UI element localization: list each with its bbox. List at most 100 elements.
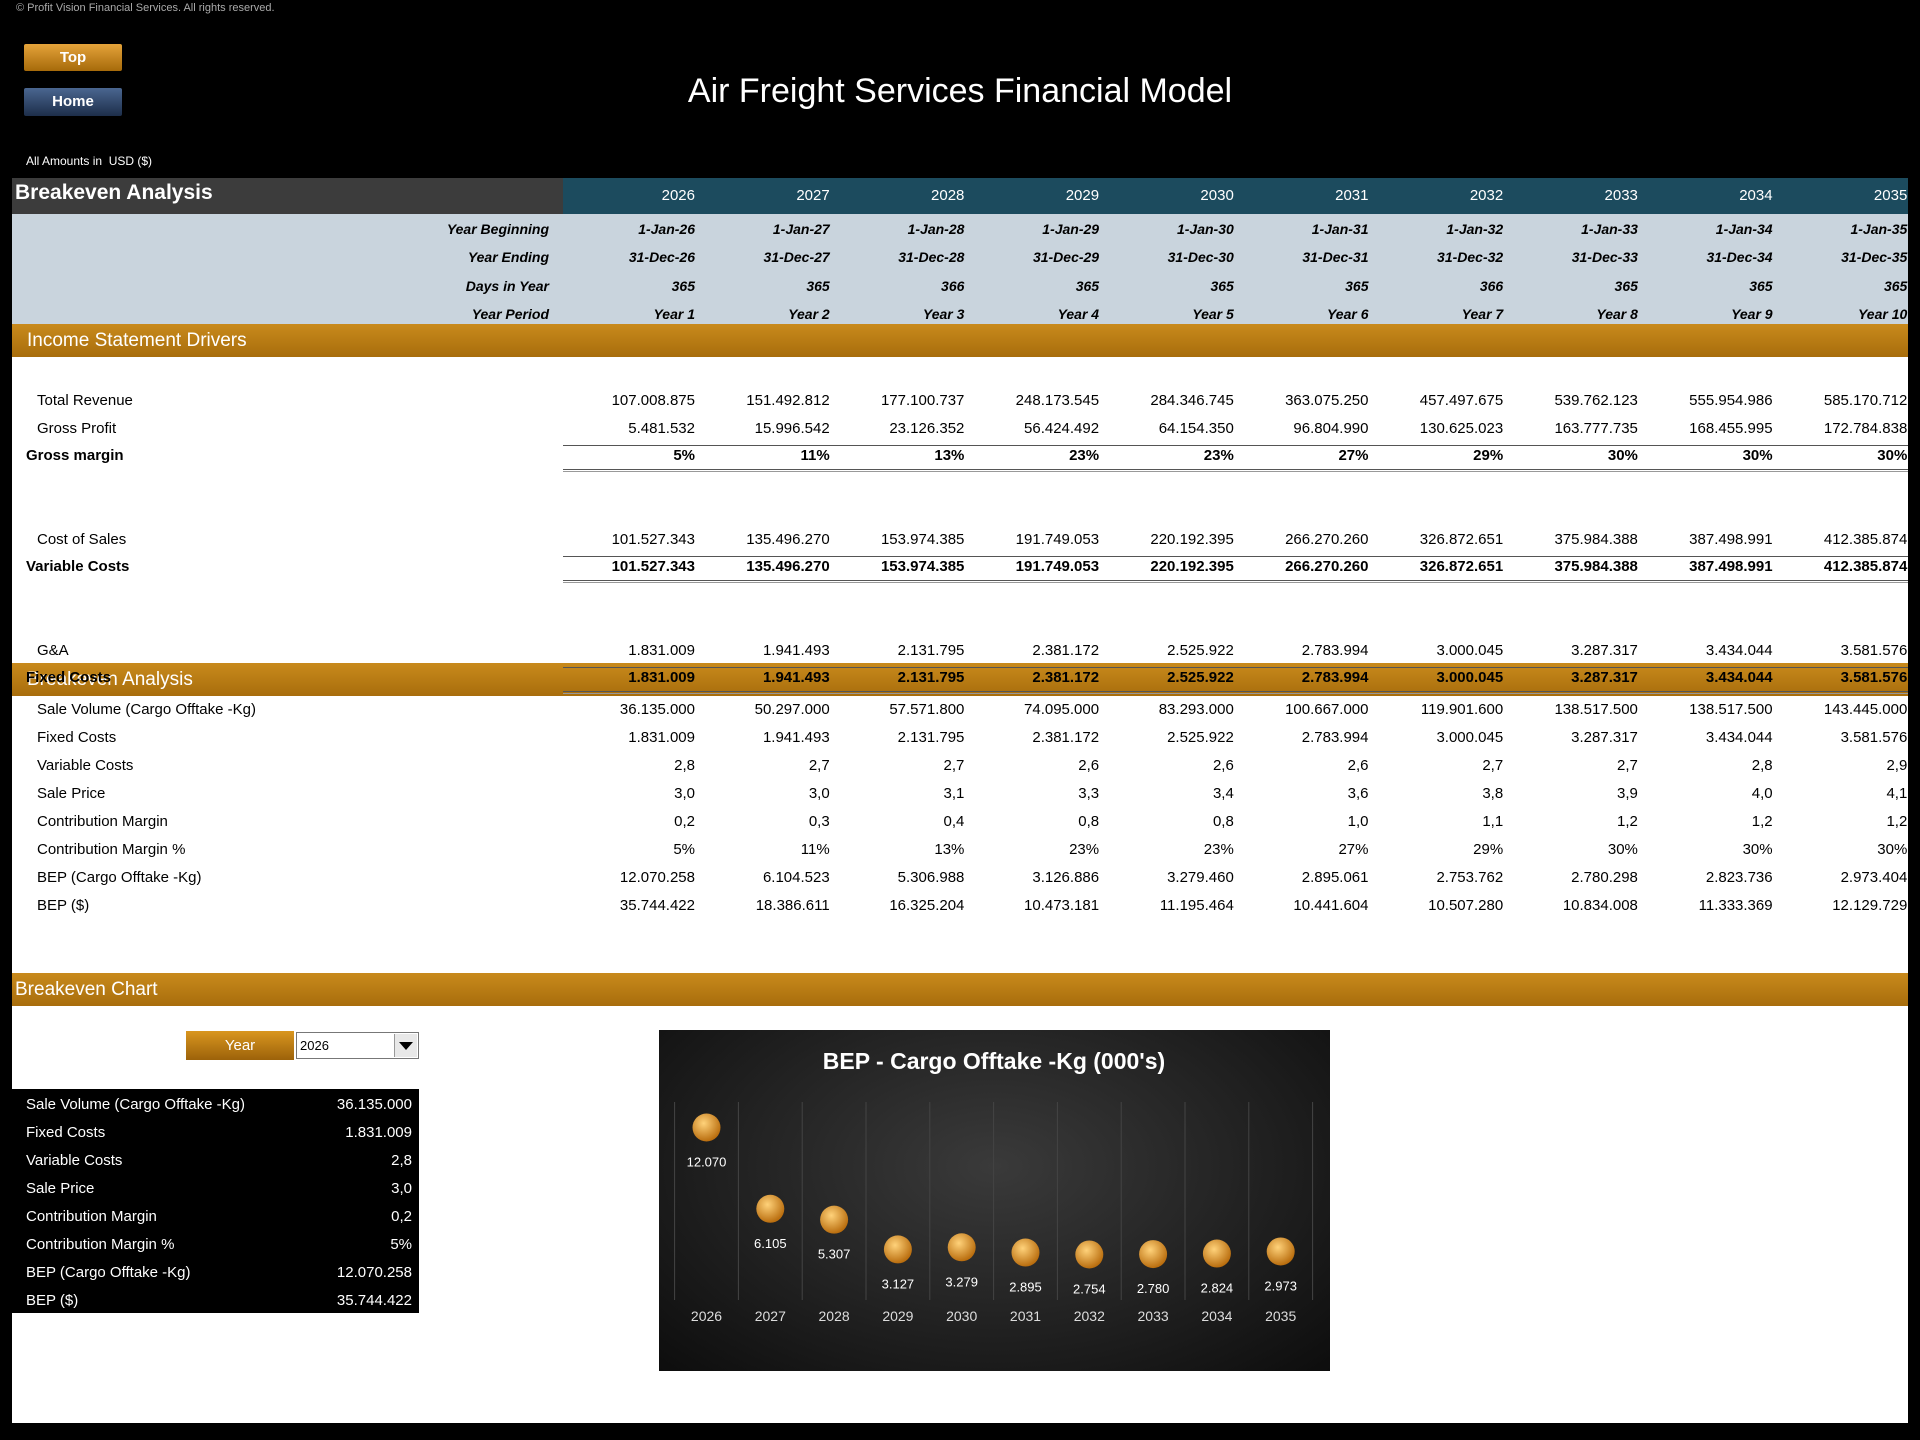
data-label: 5.307 — [818, 1247, 851, 1262]
row-value: 30% — [1877, 841, 1908, 858]
total-value: 30% — [1742, 447, 1773, 464]
row-value: 27% — [1338, 841, 1369, 858]
home-button[interactable]: Home — [24, 88, 122, 116]
total-value: 2.131.795 — [897, 669, 965, 686]
x-tick-label: 2032 — [1074, 1308, 1105, 1324]
row-value: 2.895.061 — [1301, 869, 1369, 886]
row-value: 96.804.990 — [1293, 419, 1369, 437]
period-value: 365 — [1345, 277, 1369, 294]
row-value: 2.753.762 — [1436, 869, 1504, 886]
section-title: Breakeven Analysis — [27, 669, 193, 690]
top-button[interactable]: Top — [24, 44, 122, 71]
row-value: 2,7 — [808, 757, 830, 774]
chart: BEP - Cargo Offtake -Kg (000's) 2026 12.07… — [674, 1048, 1314, 1324]
row-value: 2.131.795 — [897, 729, 965, 746]
year-header: 2030 — [1200, 187, 1234, 204]
period-value: 1-Jan-31 — [1311, 221, 1369, 237]
total-value: 3.287.317 — [1571, 669, 1638, 686]
section-bar — [12, 973, 1908, 1006]
row-value: 2,8 — [674, 757, 695, 774]
row-value: 10.834.008 — [1562, 897, 1638, 914]
total-value: 27% — [1338, 447, 1369, 464]
total-label: Fixed Costs — [26, 669, 112, 686]
total-value: 3.434.044 — [1705, 669, 1773, 686]
period-value: Year 7 — [1461, 305, 1504, 322]
period-value: 31-Dec-34 — [1706, 249, 1773, 266]
period-value: Year 4 — [1057, 305, 1100, 322]
total-value: 13% — [934, 447, 965, 464]
chart-title: BEP - Cargo Offtake -Kg (000's) — [823, 1048, 1165, 1074]
row-value: 23.126.352 — [889, 419, 965, 437]
year-button[interactable]: Year — [186, 1031, 294, 1060]
row-value: 2.381.172 — [1032, 641, 1100, 659]
row-value: 74.095.000 — [1024, 701, 1100, 718]
dot — [756, 1194, 785, 1223]
total-value: 266.270.260 — [1285, 558, 1369, 575]
row-value: 12.070.258 — [619, 869, 695, 886]
period-value: 365 — [1883, 277, 1908, 294]
summary-label: Fixed Costs — [26, 1124, 106, 1141]
period-value: 1-Jan-35 — [1850, 221, 1908, 237]
header-title: Breakeven Analysis — [15, 181, 213, 204]
row-value: 143.445.000 — [1823, 701, 1908, 718]
period-value: 31-Dec-33 — [1571, 249, 1638, 266]
period-label: Year Period — [471, 305, 549, 322]
row-value: 36.135.000 — [619, 701, 695, 718]
summary-label: BEP (Cargo Offtake -Kg) — [26, 1264, 191, 1281]
row-value: 412.385.874 — [1823, 530, 1908, 548]
total-value: 101.527.343 — [611, 558, 695, 575]
row-value: 11.333.369 — [1698, 897, 1773, 914]
year-header: 2033 — [1604, 187, 1638, 204]
period-value: 31-Dec-29 — [1032, 249, 1100, 266]
row-value: 1,0 — [1347, 813, 1369, 830]
data-label: 2.754 — [1073, 1281, 1106, 1296]
total-value: 1.831.009 — [628, 669, 695, 686]
summary-label: Contribution Margin — [26, 1208, 157, 1225]
total-value: 23% — [1203, 447, 1234, 464]
row-value: 0,4 — [943, 813, 965, 830]
period-value: 1-Jan-33 — [1581, 221, 1638, 237]
row-value: 23% — [1069, 841, 1100, 858]
row-value: 163.777.735 — [1554, 419, 1638, 437]
period-label: Days in Year — [465, 277, 549, 294]
row-value: 2,6 — [1347, 757, 1369, 774]
period-value: 366 — [941, 277, 965, 294]
row-value: 15.996.542 — [754, 419, 830, 437]
period-value: 1-Jan-26 — [638, 221, 695, 237]
summary-value: 3,0 — [391, 1180, 412, 1197]
period-label: Year Ending — [467, 249, 549, 266]
total-value: 2.525.922 — [1167, 669, 1234, 686]
total-value: 23% — [1069, 447, 1100, 464]
page-title: Air Freight Services Financial Model — [687, 72, 1233, 110]
row-value: 2.823.736 — [1705, 869, 1773, 886]
total-value: 153.974.385 — [880, 558, 965, 575]
summary-value: 1.831.009 — [345, 1124, 412, 1141]
row-value: 138.517.500 — [1689, 701, 1773, 718]
dropdown-caret — [399, 1042, 413, 1050]
year-header: 2027 — [796, 187, 830, 204]
row-value: 2,8 — [1751, 757, 1773, 774]
period-value: Year 6 — [1326, 305, 1369, 322]
row-value: 3,9 — [1617, 785, 1638, 802]
period-value: 31-Dec-32 — [1437, 249, 1504, 266]
row-value: 3.287.317 — [1571, 729, 1638, 746]
row-value: 138.517.500 — [1554, 701, 1638, 718]
period-value: 1-Jan-32 — [1446, 221, 1504, 237]
x-tick-label: 2031 — [1010, 1308, 1041, 1324]
row-value: 13% — [934, 841, 965, 858]
year-header: 2026 — [661, 187, 695, 204]
row-value: 5.306.988 — [897, 869, 965, 886]
double-rule — [563, 469, 1908, 472]
x-tick-label: 2033 — [1138, 1308, 1169, 1324]
dot — [947, 1233, 976, 1262]
row-value: 10.473.181 — [1024, 897, 1100, 914]
section-title: Breakeven Chart — [15, 979, 158, 1000]
row-value: 11% — [800, 841, 830, 858]
total-value: 11% — [800, 447, 830, 464]
period-value: Year 8 — [1596, 305, 1638, 322]
total-value: 326.872.651 — [1419, 558, 1504, 575]
row-value: 3,1 — [943, 785, 965, 802]
row-value: 2.131.795 — [897, 641, 965, 659]
row-value: 1.941.493 — [762, 729, 830, 746]
dot — [883, 1235, 912, 1264]
